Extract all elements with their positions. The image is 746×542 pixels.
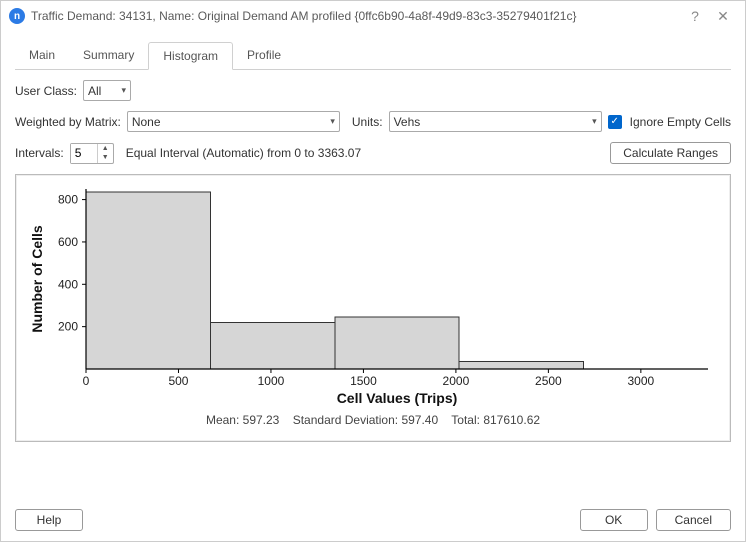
units-value: Vehs [394,115,421,129]
chevron-down-icon: ▾ [330,116,335,127]
stepper-down-icon[interactable]: ▼ [98,153,113,163]
window-title: Traffic Demand: 34131, Name: Original De… [31,9,576,23]
tab-histogram[interactable]: Histogram [148,42,233,70]
user-class-label: User Class: [15,84,77,98]
help-button[interactable]: Help [15,509,83,531]
calculate-ranges-button[interactable]: Calculate Ranges [610,142,731,164]
ok-button[interactable]: OK [580,509,648,531]
tab-profile[interactable]: Profile [233,42,295,70]
weighted-label: Weighted by Matrix: [15,115,121,129]
intervals-input[interactable] [71,144,97,163]
svg-text:600: 600 [58,235,78,249]
app-icon: n [9,8,25,24]
user-class-value: All [88,84,101,98]
svg-text:0: 0 [83,374,90,388]
stepper-up-icon[interactable]: ▲ [98,144,113,154]
units-label: Units: [352,115,383,129]
svg-text:400: 400 [58,277,78,291]
svg-text:1000: 1000 [258,374,285,388]
svg-text:2000: 2000 [443,374,470,388]
ignore-empty-label: Ignore Empty Cells [630,115,731,129]
svg-text:Cell Values (Trips): Cell Values (Trips) [337,390,458,406]
tab-summary[interactable]: Summary [69,42,148,70]
tab-main[interactable]: Main [15,42,69,70]
svg-text:500: 500 [168,374,188,388]
svg-text:Number of Cells: Number of Cells [29,225,45,333]
svg-text:1500: 1500 [350,374,377,388]
weighted-select[interactable]: None ▾ [127,111,340,132]
histogram-chart: 200 400 600 800 0 500 1000 1500 2000 2500 3000 Cell… [15,174,731,442]
units-select[interactable]: Vehs ▾ [389,111,602,132]
tab-bar: Main Summary Histogram Profile [15,41,731,70]
help-icon[interactable]: ? [681,6,709,26]
ignore-empty-checkbox[interactable]: ✓ [608,115,622,129]
svg-text:800: 800 [58,193,78,207]
interval-note: Equal Interval (Automatic) from 0 to 336… [126,146,361,160]
close-icon[interactable]: ✕ [709,6,737,26]
titlebar: n Traffic Demand: 34131, Name: Original … [1,1,745,31]
user-class-select[interactable]: All ▾ [83,80,131,101]
intervals-label: Intervals: [15,146,64,160]
svg-text:2500: 2500 [535,374,562,388]
histogram-svg: 200 400 600 800 0 500 1000 1500 2000 2500 3000 Cell… [22,181,722,411]
chevron-down-icon: ▾ [121,85,126,96]
dialog-footer: Help OK Cancel [15,509,731,531]
chevron-down-icon: ▾ [592,116,597,127]
cancel-button[interactable]: Cancel [656,509,731,531]
intervals-stepper[interactable]: ▲ ▼ [70,143,114,164]
chart-stats: Mean: 597.23 Standard Deviation: 597.40 … [22,413,724,427]
weighted-value: None [132,115,161,129]
svg-text:200: 200 [58,320,78,334]
svg-text:3000: 3000 [627,374,654,388]
